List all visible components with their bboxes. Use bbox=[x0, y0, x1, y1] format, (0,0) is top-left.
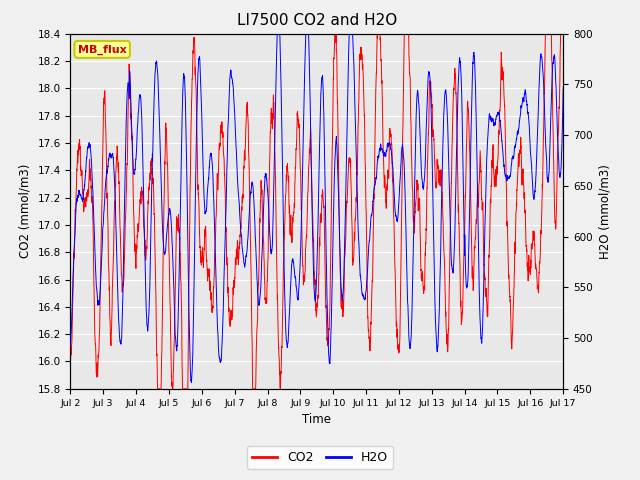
X-axis label: Time: Time bbox=[302, 413, 332, 426]
Text: MB_flux: MB_flux bbox=[78, 44, 127, 55]
Y-axis label: H2O (mmol/m3): H2O (mmol/m3) bbox=[598, 164, 611, 259]
Legend: CO2, H2O: CO2, H2O bbox=[247, 446, 393, 469]
Title: LI7500 CO2 and H2O: LI7500 CO2 and H2O bbox=[237, 13, 397, 28]
Y-axis label: CO2 (mmol/m3): CO2 (mmol/m3) bbox=[19, 164, 32, 258]
